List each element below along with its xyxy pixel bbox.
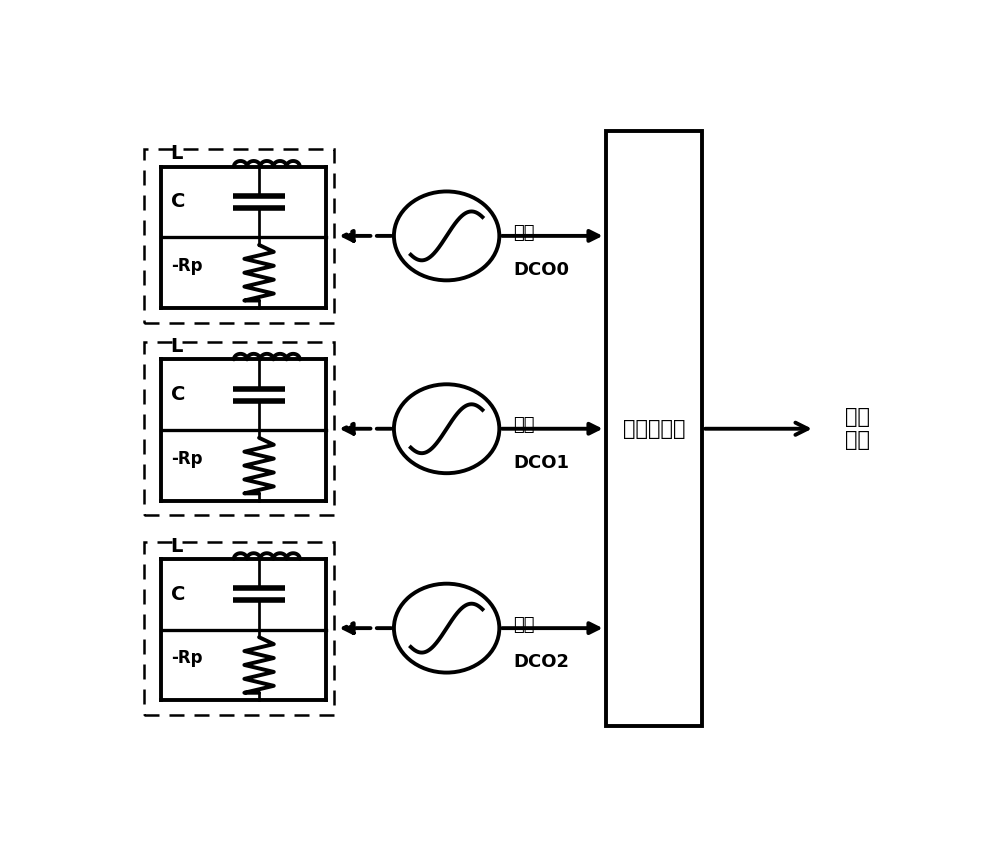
- Text: C: C: [171, 585, 185, 604]
- Text: DCO1: DCO1: [513, 453, 569, 472]
- Text: 中频: 中频: [513, 417, 535, 435]
- Text: DCO2: DCO2: [513, 653, 569, 671]
- Bar: [606, 132, 702, 726]
- Text: L: L: [171, 337, 183, 356]
- Text: C: C: [171, 193, 185, 211]
- Text: DCO0: DCO0: [513, 261, 569, 278]
- Text: 之频: 之频: [513, 616, 535, 634]
- Bar: [144, 342, 334, 515]
- Bar: [144, 149, 334, 323]
- Text: -Rp: -Rp: [171, 450, 202, 468]
- Text: L: L: [171, 537, 183, 555]
- Text: 高频: 高频: [513, 223, 535, 242]
- Bar: [144, 542, 334, 715]
- Text: L: L: [171, 144, 183, 163]
- Text: 宽带
输出: 宽带 输出: [845, 408, 870, 450]
- Text: -Rp: -Rp: [171, 649, 202, 667]
- Text: -Rp: -Rp: [171, 257, 202, 275]
- Text: 多路选择器: 多路选择器: [623, 419, 685, 439]
- Text: C: C: [171, 385, 185, 404]
